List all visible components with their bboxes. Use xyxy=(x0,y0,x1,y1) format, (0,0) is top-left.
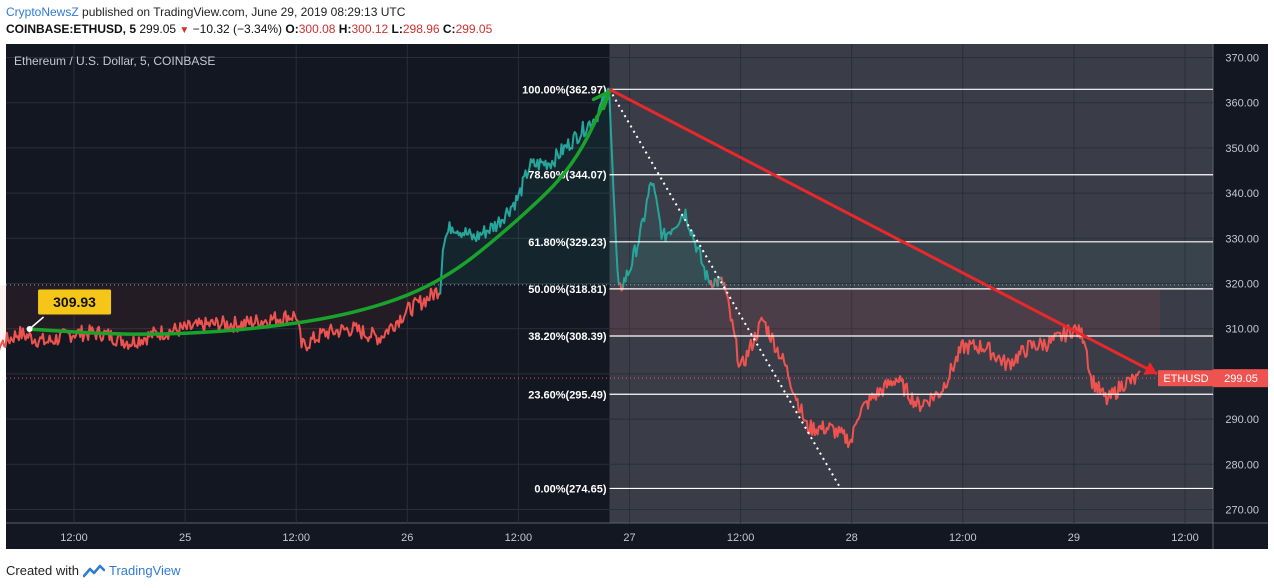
y-tick-label: 370.00 xyxy=(1225,53,1259,65)
y-tick-label: 350.00 xyxy=(1225,143,1259,155)
down-triangle-icon: ▼ xyxy=(179,25,190,36)
fib-level-label: 61.80%(329.23) xyxy=(528,237,607,249)
last-symbol-tag xyxy=(1158,370,1213,387)
x-tick-label: 28 xyxy=(846,532,858,544)
created-with-text: Created with xyxy=(6,563,79,578)
chart-title: Ethereum / U.S. Dollar, 5, COINBASE xyxy=(14,54,215,68)
green-arrowhead-icon xyxy=(591,87,613,111)
y-tick-label: 320.00 xyxy=(1225,279,1259,291)
x-tick-label: 12:00 xyxy=(505,532,533,544)
y-tick-label: 340.00 xyxy=(1225,188,1259,200)
fib-level-label: 23.60%(295.49) xyxy=(528,389,607,401)
y-tick-label: 310.00 xyxy=(1225,324,1259,336)
y-tick-label: 290.00 xyxy=(1225,414,1259,426)
price-axis-background xyxy=(1213,44,1268,523)
time-axis-background xyxy=(6,523,1268,549)
close-label: C: xyxy=(442,22,456,36)
x-tick-label: 12:00 xyxy=(949,532,977,544)
x-tick-label: 12:00 xyxy=(1171,532,1199,544)
x-tick-label: 27 xyxy=(623,532,635,544)
x-tick-label: 12:00 xyxy=(60,532,88,544)
green-uptrend-curve xyxy=(27,89,612,336)
tradingview-logo-icon xyxy=(82,564,105,577)
last-price: 299.05 xyxy=(139,22,177,36)
y-tick-label: 280.00 xyxy=(1225,459,1259,471)
marker-leader-line xyxy=(29,316,45,330)
fib-level-label: 78.60%(344.07) xyxy=(528,170,607,182)
author-link[interactable]: CryptoNewsZ xyxy=(6,5,79,19)
fib-level-label: 50.00%(318.81) xyxy=(528,284,607,296)
low-value: 298.96 xyxy=(402,22,440,36)
x-tick-label: 12:00 xyxy=(282,532,310,544)
marker-callout-box[interactable] xyxy=(37,288,113,316)
ohlc-bar: COINBASE:ETHUSD, 5 299.05 ▼ −10.32 (−3.3… xyxy=(6,22,492,36)
marker-callout-label: 309.93 xyxy=(53,294,96,310)
price-series-line xyxy=(709,280,714,289)
high-value: 300.12 xyxy=(351,22,389,36)
high-label: H: xyxy=(338,22,352,36)
price-area-fill xyxy=(440,88,724,291)
x-tick-label: 12:00 xyxy=(727,532,755,544)
symbol-label: COINBASE:ETHUSD, 5 xyxy=(6,22,137,36)
last-price-value: 299.05 xyxy=(1224,373,1258,385)
x-tick-label: 25 xyxy=(179,532,191,544)
y-tick-label: 270.00 xyxy=(1225,504,1259,516)
red-arrowhead-icon xyxy=(1143,361,1158,375)
price-change: −10.32 (−3.34%) xyxy=(192,22,283,36)
y-tick-label: 360.00 xyxy=(1225,98,1259,110)
last-price-tag xyxy=(1213,369,1268,388)
price-series-line xyxy=(712,277,717,287)
tradingview-link[interactable]: TradingView xyxy=(108,563,181,578)
low-label: L: xyxy=(391,22,403,36)
price-series-line xyxy=(439,87,621,295)
fib-level-label: 100.00%(362.97) xyxy=(522,84,607,96)
open-value: 300.08 xyxy=(298,22,336,36)
price-series-line xyxy=(0,287,441,352)
close-value: 299.05 xyxy=(455,22,493,36)
fib-trend-dotted-line xyxy=(608,88,842,489)
x-tick-label: 26 xyxy=(401,532,413,544)
y-tick-label: 330.00 xyxy=(1225,233,1259,245)
fib-level-label: 38.20%(308.39) xyxy=(528,331,607,343)
price-series-line xyxy=(621,181,712,289)
open-label: O: xyxy=(285,22,299,36)
publish-info: CryptoNewsZ published on TradingView.com… xyxy=(6,5,405,19)
last-symbol-label: ETHUSD xyxy=(1163,373,1208,385)
x-tick-label: 29 xyxy=(1068,532,1080,544)
footer: Created with TradingView xyxy=(6,563,181,578)
red-downtrend-arrow xyxy=(608,87,1158,376)
published-text: published on TradingView.com, June 29, 2… xyxy=(82,5,406,19)
fib-level-label: 0.00%(274.65) xyxy=(534,483,606,495)
